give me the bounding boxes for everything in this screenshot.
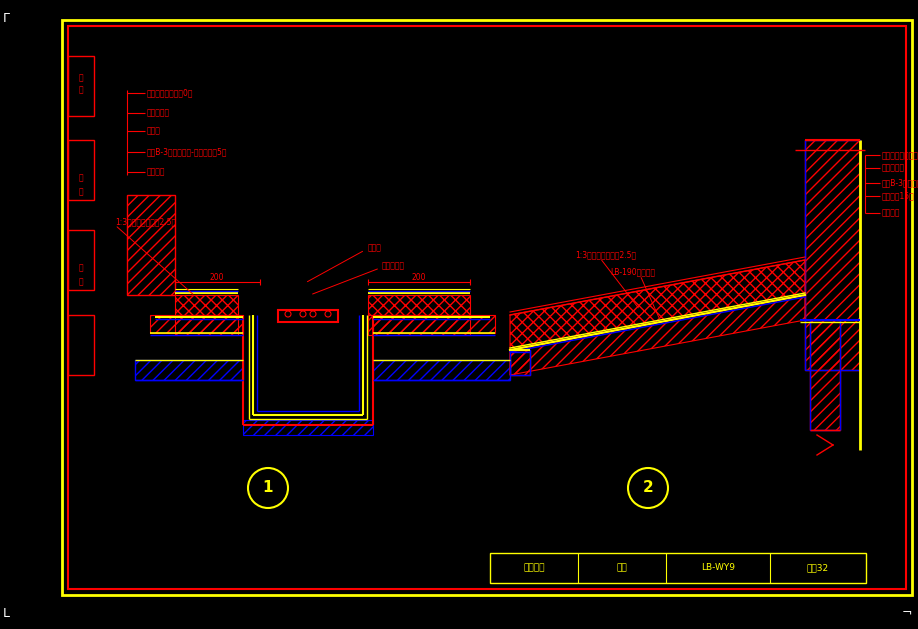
Text: LB-190型流水槽: LB-190型流水槽 [610,267,655,277]
Bar [373,315,495,333]
Text: 天: 天 [79,264,84,272]
Bar [490,553,866,583]
Text: 楼: 楼 [79,74,84,82]
Text: ¬: ¬ [901,607,912,620]
Bar [810,320,840,430]
Text: 落: 落 [79,187,84,196]
Text: 密封膏: 密封膏 [368,243,382,252]
Text: 1:3聚合物水泥砂浆2.5厚: 1:3聚合物水泥砂浆2.5厚 [575,250,636,260]
Bar [278,310,338,322]
Text: 柔性防水层: 柔性防水层 [882,164,905,172]
Text: 1: 1 [263,481,274,496]
Bar [127,195,175,295]
Bar [805,140,860,370]
Text: 200: 200 [209,272,224,282]
Text: 聚苯B-3泡沫塑料板-隔: 聚苯B-3泡沫塑料板-隔 [882,179,918,187]
Text: 2: 2 [643,481,654,496]
Text: 200: 200 [412,272,426,282]
Text: 施工单位: 施工单位 [523,564,544,572]
Bar [368,315,470,335]
Bar [150,315,243,333]
Text: L: L [3,607,10,620]
Bar [127,195,175,295]
Bar [175,295,238,315]
Text: 柔性防水层: 柔性防水层 [147,108,170,118]
Bar [805,140,860,370]
Bar [68,315,94,375]
Bar [373,360,510,380]
Text: 梯: 梯 [79,86,84,94]
Text: 图纸: 图纸 [617,564,627,572]
Bar [68,56,94,116]
Text: 细石混凝土保护层0厚: 细石混凝土保护层0厚 [147,89,194,97]
Text: 细石混凝土保护层1厚: 细石混凝土保护层1厚 [882,150,918,160]
Bar [175,315,238,335]
Text: 图号32: 图号32 [807,564,829,572]
Text: 水: 水 [79,174,84,182]
Bar [68,26,906,589]
Text: 聚苯B-3泡沫塑料板-隔热保温板5厚: 聚苯B-3泡沫塑料板-隔热保温板5厚 [147,147,228,157]
Bar [135,360,243,380]
Text: 结构层面: 结构层面 [882,208,901,218]
Text: 弹性止水带: 弹性止水带 [382,262,405,270]
Bar [68,140,94,200]
Text: Γ: Γ [3,12,10,25]
Text: 热保温板15厚: 热保温板15厚 [882,191,914,201]
Bar [510,350,530,375]
Text: LB-WY9: LB-WY9 [701,564,735,572]
Bar [510,350,530,375]
Bar [68,230,94,290]
Text: 结构层面: 结构层面 [147,167,165,177]
Text: 沟: 沟 [79,277,84,286]
Bar [810,320,840,430]
Text: 1:3聚合物水泥砂浆2.5厚: 1:3聚合物水泥砂浆2.5厚 [115,218,176,226]
Bar [368,295,470,315]
Bar [243,420,373,435]
Text: 找平层: 找平层 [147,126,161,135]
